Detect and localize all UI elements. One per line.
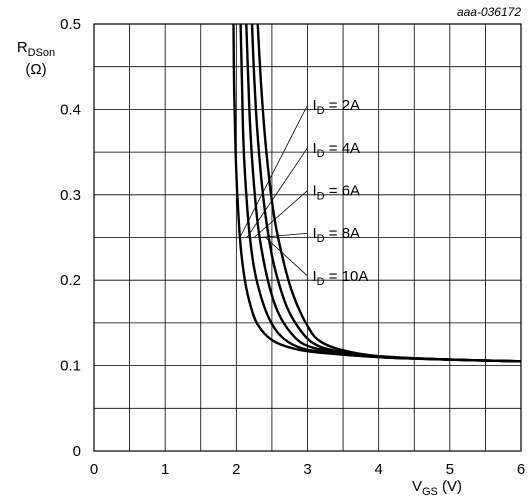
y-tick-label: 0.3 — [60, 187, 81, 204]
label-leader-line — [253, 190, 308, 238]
x-tick-label: 2 — [232, 461, 240, 478]
label-leader-line — [265, 237, 308, 277]
series-label: ID = 10A — [313, 268, 369, 288]
x-axis-label-unit: (V) — [438, 478, 462, 495]
x-tick-label: 4 — [374, 461, 382, 478]
x-axis-label-sub: GS — [422, 486, 438, 498]
series-label-sub: D — [317, 191, 325, 203]
label-leader-line — [259, 232, 308, 238]
x-tick-labels: 0 1 2 3 4 5 6 — [90, 461, 525, 478]
x-tick-label: 5 — [446, 461, 454, 478]
plot-frame — [93, 23, 522, 452]
label-leader-line — [246, 147, 308, 238]
x-tick-label: 0 — [90, 461, 98, 478]
series-lines — [232, 23, 522, 363]
series-label-main: I — [313, 140, 317, 157]
x-axis-label: VGS (V) — [412, 478, 462, 498]
series-label: ID = 4A — [313, 140, 361, 160]
series-label: ID = 8A — [313, 225, 361, 245]
series-label-sub: D — [317, 233, 325, 245]
y-tick-label: 0.5 — [60, 16, 81, 33]
y-tick-label: 0.2 — [60, 272, 81, 289]
series-line — [250, 23, 522, 363]
y-axis-unit: (Ω) — [25, 61, 46, 78]
series-label-sub: D — [317, 105, 325, 117]
y-axis-label-main: R — [17, 39, 28, 56]
series-line — [239, 23, 522, 363]
y-axis-label: RDSon — [17, 39, 55, 59]
y-tick-labels: 0 0.1 0.2 0.3 0.4 0.5 — [60, 16, 81, 460]
label-leader-line — [239, 104, 308, 238]
x-axis-label-main: V — [412, 478, 422, 495]
x-tick-label: 1 — [161, 461, 169, 478]
y-axis-label-sub: DSon — [28, 47, 56, 59]
series-label-sub: D — [317, 148, 325, 160]
series-label-main: I — [313, 268, 317, 285]
label-leader-lines — [239, 104, 308, 277]
series-label-sub: D — [317, 276, 325, 288]
x-tick-label: 3 — [303, 461, 311, 478]
y-tick-label: 0 — [73, 443, 81, 460]
series-label-tail: = 8A — [325, 225, 360, 242]
figure-code: aaa-036172 — [457, 5, 521, 19]
series-label-main: I — [313, 225, 317, 242]
series-label: ID = 6A — [313, 183, 361, 203]
series-label-main: I — [313, 183, 317, 200]
series-line — [256, 23, 522, 363]
y-tick-label: 0.4 — [60, 101, 81, 118]
series-label-tail: = 10A — [325, 268, 369, 285]
series-label-tail: = 4A — [325, 140, 360, 157]
x-tick-label: 6 — [517, 461, 525, 478]
series-label-tail: = 2A — [325, 97, 360, 114]
series-label-main: I — [313, 97, 317, 114]
series-label: ID = 2A — [313, 97, 361, 117]
grid — [94, 24, 521, 451]
series-label-tail: = 6A — [325, 183, 360, 200]
y-tick-label: 0.1 — [60, 358, 81, 375]
